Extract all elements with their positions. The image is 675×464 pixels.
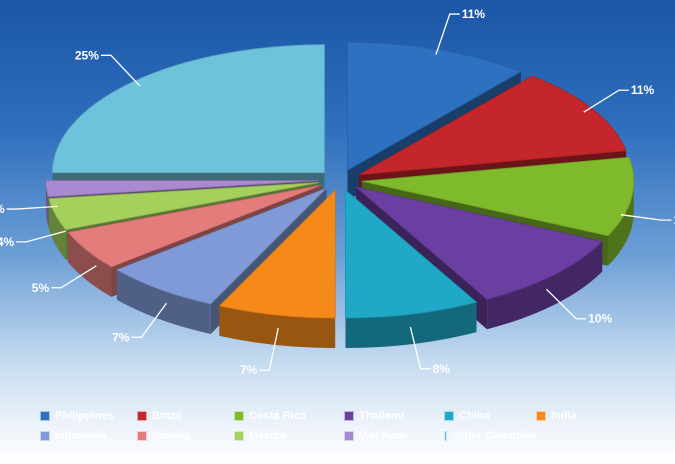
legend-swatch-viet-nam (344, 431, 354, 441)
legend-item-nigeria: Nigeria (137, 430, 234, 442)
legend-label-mexico: Mexico (249, 430, 287, 442)
slice-side-thailand (487, 241, 603, 330)
slice-top-brazil (358, 75, 627, 176)
slice-top-viet-nam (45, 180, 319, 198)
data-label-mexico: 4% (0, 235, 15, 249)
data-label-thailand: 10% (588, 312, 612, 326)
slice-top-india (218, 189, 336, 319)
chart-legend: Philippines Brazil Costa Rica Thailand China… (40, 410, 660, 442)
legend-swatch-costa-rica (234, 411, 244, 421)
slice-side-viet-nam (46, 180, 49, 227)
leader-line-costa-rica (620, 214, 672, 221)
legend-label-philippines: Philippines (55, 410, 114, 422)
leader-line-philippines (435, 13, 460, 55)
data-label-other-countries: 25% (75, 48, 99, 62)
data-label-china: 8% (433, 362, 451, 376)
legend-item-thailand: Thailand (344, 410, 444, 422)
pie-chart: 11% 11% 10% 10% 8% 7% 7% 5% 4% 2% 25% (0, 7, 675, 377)
slice-india (218, 189, 336, 349)
slice-side-india (219, 305, 336, 349)
data-label-viet-nam: 2% (0, 202, 5, 216)
slice-top-other-countries (52, 44, 325, 174)
legend-swatch-nigeria (137, 431, 147, 441)
legend-item-costa-rica: Costa Rica (234, 410, 344, 422)
leader-line-indonesia (131, 302, 167, 338)
slice-side-indonesia (116, 269, 211, 334)
leader-line-india (259, 327, 279, 371)
slice-top-nigeria (67, 184, 322, 268)
legend-item-mexico: Mexico (234, 430, 344, 442)
legend-swatch-other-countries (444, 431, 448, 441)
leader-line-viet-nam (6, 205, 58, 210)
leader-line-thailand (545, 288, 587, 320)
leader-line-china (409, 326, 431, 370)
legend-swatch-brazil (137, 411, 147, 421)
data-label-costa-rica: 10% (673, 213, 675, 227)
data-label-philippines: 11% (462, 7, 486, 21)
legend-label-china: China (459, 410, 490, 422)
slice-top-mexico (48, 182, 319, 231)
slice-side-china (345, 302, 477, 349)
leader-line-mexico (16, 230, 66, 243)
legend-label-india: India (551, 410, 577, 422)
slice-top-china (345, 189, 478, 319)
slice-other-countries (52, 44, 325, 203)
data-label-indonesia: 7% (112, 330, 130, 344)
legend-label-costa-rica: Costa Rica (249, 410, 306, 422)
legend-item-china: China (444, 410, 536, 422)
legend-label-indonesia: Indonesia (55, 430, 107, 442)
slice-side-nigeria (68, 232, 112, 297)
legend-label-brazil: Brazil (152, 410, 182, 422)
slice-top-indonesia (116, 187, 327, 305)
slice-china (345, 189, 478, 349)
slice-side-mexico (48, 198, 66, 260)
legend-item-brazil: Brazil (137, 410, 234, 422)
slice-side-costa-rica (607, 181, 634, 266)
slice-top-costa-rica (361, 156, 635, 237)
slice-top-philippines (347, 41, 522, 171)
legend-swatch-thailand (344, 411, 354, 421)
legend-item-india: India (536, 410, 646, 422)
legend-swatch-india (536, 411, 546, 421)
leader-line-brazil (583, 89, 629, 113)
data-label-nigeria: 5% (32, 281, 50, 295)
legend-item-indonesia: Indonesia (40, 430, 137, 442)
data-label-brazil: 11% (631, 83, 655, 97)
legend-label-thailand: Thailand (359, 410, 405, 422)
slice-top-thailand (355, 186, 603, 300)
legend-swatch-china (444, 411, 454, 421)
data-label-india: 7% (240, 363, 258, 377)
leader-line-nigeria (51, 265, 97, 289)
legend-swatch-mexico (234, 431, 244, 441)
legend-item-philippines: Philippines (40, 410, 137, 422)
legend-label-other-countries: Other Countries (452, 430, 536, 442)
legend-swatch-philippines (40, 411, 50, 421)
legend-label-viet-nam: Viet Nam (359, 430, 406, 442)
leader-line-other-countries (100, 54, 141, 87)
legend-item-viet-nam: Viet Nam (344, 430, 444, 442)
legend-label-nigeria: Nigeria (152, 430, 190, 442)
legend-item-other-countries: Other Countries (444, 430, 536, 442)
legend-swatch-indonesia (40, 431, 50, 441)
